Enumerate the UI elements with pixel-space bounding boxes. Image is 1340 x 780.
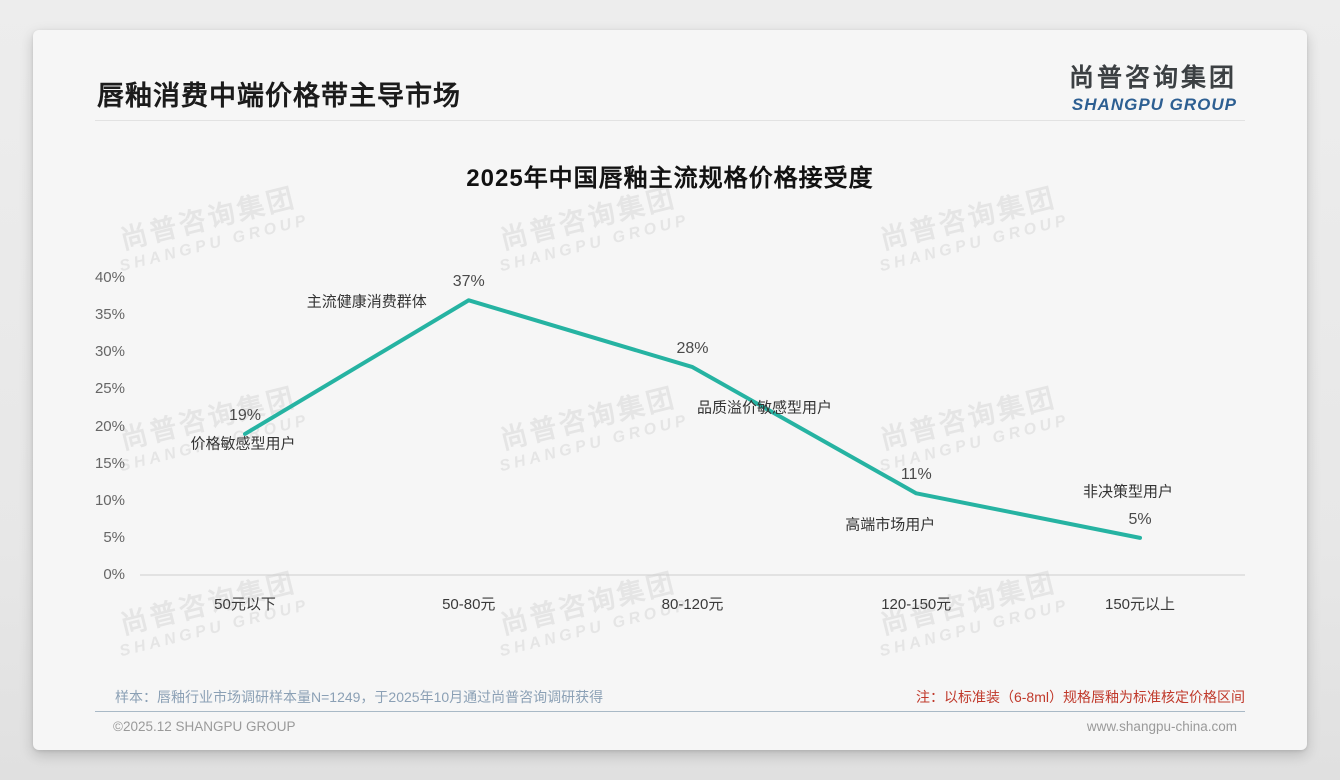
x-axis-category-label: 120-150元 — [881, 596, 952, 613]
annotation-label: 主流健康消费群体 — [306, 293, 427, 311]
x-axis-category-label: 50-80元 — [442, 596, 496, 613]
y-axis-tick-label: 10% — [94, 491, 125, 509]
annotation-label: 高端市场用户 — [845, 516, 936, 534]
y-axis-tick-label: 35% — [94, 306, 125, 324]
website-url: www.shangpu-china.com — [1086, 719, 1237, 734]
annotation-label: 价格敏感型用户 — [190, 435, 296, 453]
x-axis-category-label: 50元以下 — [214, 596, 276, 613]
data-point-label: 11% — [900, 466, 932, 484]
x-axis-category-label: 150元以上 — [1104, 596, 1176, 613]
copyright-text: ©2025.12 SHANGPU GROUP — [113, 719, 296, 734]
annotation-label: 品质溢价敏感型用户 — [696, 399, 833, 417]
y-axis-tick-label: 5% — [103, 528, 125, 546]
y-axis-tick-label: 0% — [103, 566, 125, 583]
logo-chinese-name: 尚普咨询集团 — [1068, 64, 1237, 92]
slide-card: 尚普咨询集团 SHANGPU GROUP 尚普咨询集团 SHANGPU GROUP 尚普… — [33, 30, 1307, 750]
x-axis-category-label: 80-120元 — [661, 596, 724, 613]
line-chart: 0% 5% 10% 15% 20% 25% 30% 35% 40% 50元以下 50-80元 80-1… — [33, 30, 1307, 750]
y-axis-tick-label: 25% — [94, 380, 125, 398]
price-note: 注：以标准装（6-8ml）规格唇釉为标准核定价格区间 — [915, 689, 1245, 705]
data-point-label: 28% — [676, 340, 709, 358]
y-axis-tick-label: 15% — [94, 454, 125, 472]
chart-canvas — [140, 298, 1245, 576]
line-series — [243, 298, 1142, 540]
title-divider — [95, 120, 1245, 121]
data-point-label: 19% — [228, 406, 262, 424]
data-point-label: 37% — [452, 273, 485, 291]
annotation-label: 非决策型用户 — [1082, 483, 1174, 501]
chart-title: 2025年中国唇釉主流规格价格接受度 — [466, 165, 874, 192]
logo-english-name: SHANGPU GROUP — [1071, 95, 1237, 114]
y-axis-tick-label: 40% — [94, 269, 125, 286]
company-logo: 尚普咨询集团 SHANGPU GROUP — [1069, 58, 1237, 115]
footer-divider — [95, 711, 1245, 712]
sample-note: 样本：唇釉行业市场调研样本量N=1249，于2025年10月通过尚普咨询调研获得 — [115, 689, 604, 705]
page-title: 唇釉消费中端价格带主导市场 — [97, 81, 461, 111]
y-axis-tick-label: 30% — [94, 343, 125, 361]
y-axis-tick-label: 20% — [94, 417, 125, 435]
data-point-label: 5% — [1128, 510, 1152, 528]
